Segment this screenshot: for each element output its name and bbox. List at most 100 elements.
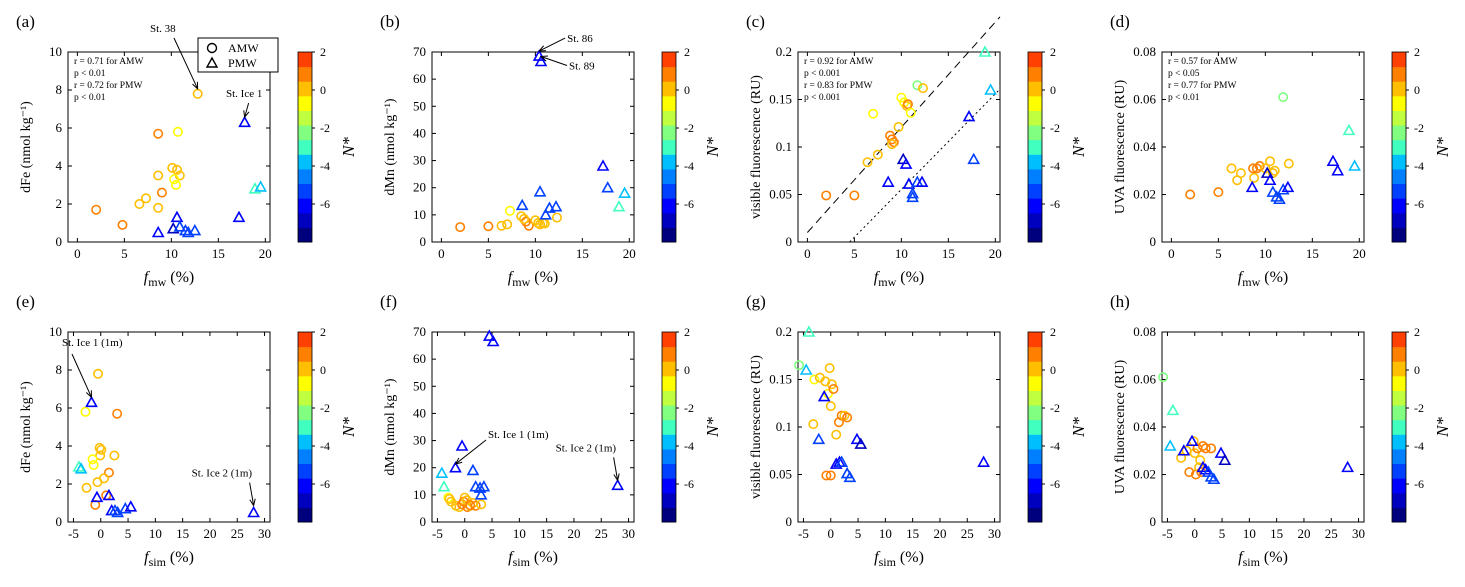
pmw-point (601, 181, 615, 193)
y-tick-label: 0.1 (776, 419, 792, 434)
annotation-arrow (613, 457, 619, 481)
colorbar-segment (1028, 227, 1042, 243)
amw-point (504, 205, 515, 216)
colorbar-segment (1392, 95, 1406, 111)
colorbar-segment (1028, 139, 1042, 155)
amw-point (1254, 161, 1265, 172)
stats-text: r = 0.83 for PMW (804, 80, 872, 91)
pmw-point (549, 200, 563, 212)
colorbar-segment (1028, 390, 1042, 406)
amw-point (87, 454, 98, 465)
pmw-point (906, 186, 919, 199)
colorbar-segment (1028, 95, 1042, 111)
pmw-point (466, 463, 480, 476)
pmw-point (151, 225, 165, 238)
colorbar-segment (1392, 375, 1406, 391)
colorbar-label: N* (1433, 417, 1452, 438)
colorbar-segment (1392, 198, 1406, 214)
colorbar-tick-label: -4 (1414, 439, 1424, 453)
colorbar-segment (662, 212, 676, 228)
y-tick-label: 0 (786, 514, 793, 529)
colorbar-segment (662, 52, 676, 68)
colorbar-tick-label: 0 (1050, 83, 1056, 97)
pmw-point (1348, 159, 1361, 171)
x-tick-label: 25 (1325, 526, 1338, 541)
amw-point (1184, 467, 1195, 478)
x-tick-label: -5 (432, 526, 443, 541)
y-axis-label: dMn (nmol kg⁻¹) (383, 98, 398, 195)
pmw-point (1342, 123, 1356, 136)
x-tick-label: 20 (203, 526, 216, 541)
y-tick-label: 6 (56, 120, 63, 135)
x-axis-label: fmw (%) (144, 269, 194, 289)
x-tick-label: 5 (1215, 246, 1222, 261)
colorbar-tick-label: 0 (684, 83, 690, 97)
colorbar-segment (662, 375, 676, 391)
panel-label: (b) (380, 12, 400, 31)
pmw-point (102, 488, 116, 501)
pmw-point (437, 480, 451, 492)
colorbar-label: N* (339, 417, 358, 438)
colorbar-label: N* (703, 417, 722, 438)
colorbar-segment (298, 212, 312, 228)
amw-point (519, 213, 530, 224)
x-tick-label: 15 (576, 246, 589, 261)
x-tick-label: 15 (176, 526, 189, 541)
colorbar-tick-label: -2 (320, 401, 330, 415)
x-tick-label: 20 (1297, 526, 1310, 541)
plot-frame (1161, 331, 1365, 523)
y-axis-label: visible fluorescence (RU) (749, 75, 764, 219)
colorbar-tick-label: -6 (1414, 477, 1424, 491)
colorbar: 2 0 -2 -4 -6 N* (1391, 325, 1452, 523)
pmw-point (72, 460, 86, 472)
amw-point (888, 137, 899, 148)
colorbar-segment (1392, 110, 1406, 126)
x-tick-label: 30 (988, 526, 1001, 541)
x-tick-label: 10 (513, 526, 526, 541)
colorbar-tick-label: 2 (684, 325, 690, 339)
colorbar-segment (298, 346, 312, 362)
colorbar-frame (1027, 51, 1043, 243)
x-tick-label: 20 (989, 246, 1002, 261)
amw-point (156, 187, 167, 198)
y-tick-label: 10 (49, 324, 62, 339)
amw-point (502, 219, 513, 230)
colorbar-segment (662, 81, 676, 97)
y-tick-label: 0.08 (1133, 324, 1156, 339)
stats-text: p < 0.05 (1168, 69, 1200, 79)
x-tick-label: 25 (231, 526, 244, 541)
colorbar-segment (1392, 478, 1406, 494)
colorbar-label: N* (703, 137, 722, 158)
y-tick-label: 10 (413, 487, 426, 502)
pmw-point (474, 488, 488, 500)
amw-point (140, 193, 151, 204)
colorbar-segment (1028, 419, 1042, 435)
plot-frame (431, 331, 635, 523)
x-tick-label: 20 (1353, 246, 1366, 261)
amw-point (465, 500, 476, 511)
pmw-point (539, 208, 553, 220)
pmw-point (812, 432, 826, 445)
colorbar-label: N* (1069, 417, 1088, 438)
colorbar-segment (662, 346, 676, 362)
colorbar-segment (662, 419, 676, 435)
colorbar-segment (298, 507, 312, 523)
colorbar-segment (1028, 434, 1042, 450)
pmw-point (247, 505, 260, 518)
stats-text: r = 0.92 for AMW (804, 56, 874, 67)
pmw-point (477, 480, 491, 492)
colorbar-segment (298, 66, 312, 82)
colorbar-segment (1392, 405, 1406, 421)
x-tick-label: 10 (149, 526, 162, 541)
colorbar-segment (1392, 154, 1406, 170)
colorbar-segment (662, 227, 676, 243)
amw-point (826, 379, 837, 390)
colorbar-segment (1392, 346, 1406, 362)
colorbar-tick-label: -4 (684, 159, 694, 173)
x-tick-label: 30 (258, 526, 271, 541)
pmw-point (1266, 185, 1280, 197)
annotation-arrowhead (613, 473, 620, 482)
